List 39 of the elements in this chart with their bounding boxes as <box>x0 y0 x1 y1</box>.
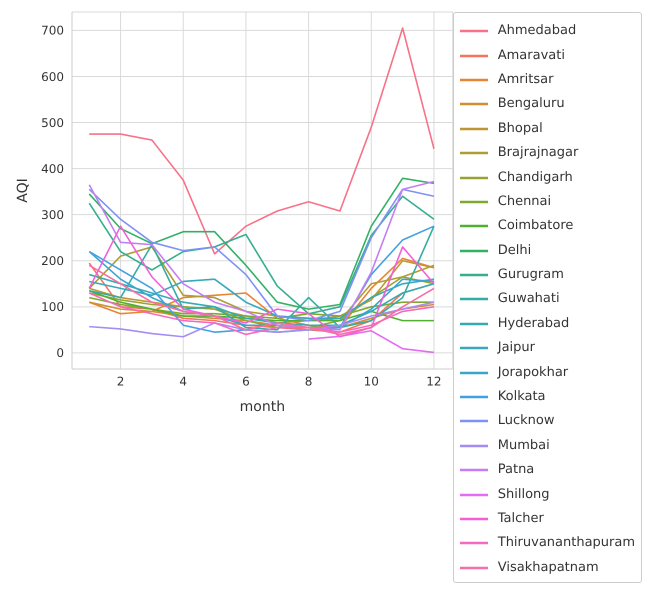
x-tick-label: 4 <box>179 374 188 389</box>
legend-label: Bengaluru <box>498 95 565 114</box>
y-tick-label: 100 <box>41 300 64 314</box>
legend-label: Talcher <box>498 510 544 528</box>
y-tick-label: 200 <box>41 254 64 268</box>
legend-label: Bhopal <box>498 120 543 138</box>
legend-label: Gurugram <box>498 266 564 284</box>
legend-label: Chennai <box>498 192 552 211</box>
legend-label: Thiruvananthapuram <box>498 534 635 552</box>
x-tick-label: 12 <box>426 374 442 389</box>
legend-label: Mumbai <box>498 436 550 455</box>
legend-label: Amaravati <box>498 46 565 65</box>
legend-label: Delhi <box>498 242 532 260</box>
y-tick-label: 500 <box>41 116 64 130</box>
legend-label: Hyderabad <box>498 314 570 333</box>
legend-label: Lucknow <box>498 412 555 430</box>
legend-label: Chandigarh <box>498 168 573 187</box>
legend-label: Patna <box>498 461 534 480</box>
legend-label: Coimbatore <box>498 217 574 236</box>
y-tick-label: 0 <box>56 346 64 360</box>
legend-label: Jaipur <box>498 339 535 358</box>
legend-label: Guwahati <box>498 290 560 308</box>
legend-label: Ahmedabad <box>498 22 576 40</box>
legend-label: Visakhapatnam <box>498 558 599 577</box>
x-tick-label: 10 <box>364 374 379 389</box>
y-tick-label: 400 <box>41 162 64 176</box>
x-tick-label: 8 <box>304 374 312 389</box>
y-tick-label: 700 <box>41 24 64 38</box>
y-tick-label: 600 <box>41 70 64 84</box>
x-axis-title: month <box>240 399 286 415</box>
x-tick-label: 2 <box>116 374 124 389</box>
y-axis-title: AQI <box>14 178 31 203</box>
x-tick-label: 6 <box>242 374 250 389</box>
y-tick-label: 300 <box>41 208 64 222</box>
legend-label: Amritsar <box>498 70 554 89</box>
legend-label: Jorapokhar <box>498 364 568 382</box>
legend-label: Kolkata <box>498 388 546 406</box>
legend-label: Brajrajnagar <box>498 144 578 162</box>
legend-label: Shillong <box>498 486 550 504</box>
